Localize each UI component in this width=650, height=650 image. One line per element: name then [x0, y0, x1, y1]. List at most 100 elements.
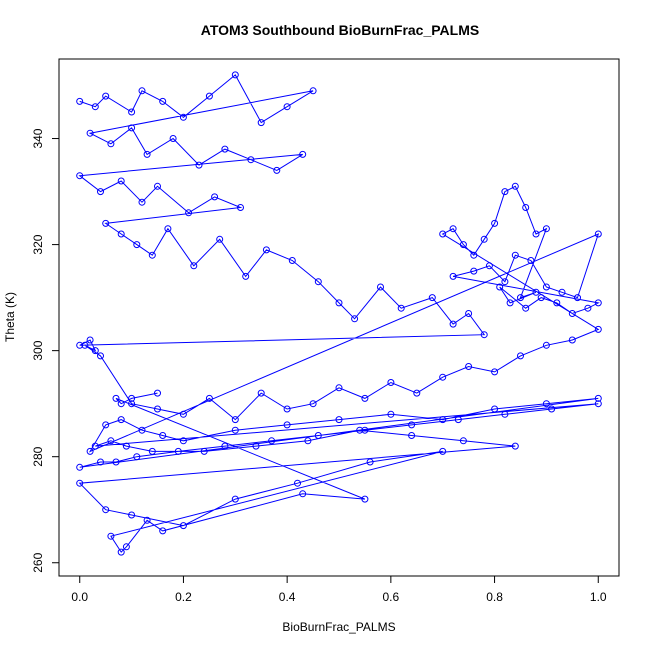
data-point — [470, 267, 478, 275]
data-point — [143, 150, 151, 158]
data-point — [314, 432, 322, 439]
data-point — [97, 458, 104, 466]
y-tick-label: 300 — [31, 340, 45, 360]
data-point — [81, 341, 89, 349]
data-point — [86, 447, 94, 455]
data-point — [148, 447, 156, 455]
data-point — [542, 341, 550, 349]
data-point — [397, 304, 405, 312]
data-point — [211, 193, 219, 201]
data-point — [76, 463, 84, 471]
data-point — [542, 283, 550, 291]
data-point — [128, 394, 136, 402]
data-point — [594, 299, 602, 307]
data-point — [221, 442, 229, 450]
data-point — [335, 384, 343, 392]
data-point — [164, 225, 172, 233]
data-point — [459, 241, 467, 249]
data-point — [174, 447, 182, 455]
series-line-0 — [78, 74, 600, 553]
data-point — [594, 230, 602, 238]
data-point — [128, 400, 136, 408]
data-point — [470, 251, 478, 259]
data-point — [200, 447, 208, 455]
data-point — [408, 421, 416, 429]
data-point — [133, 241, 141, 249]
data-point — [247, 156, 255, 164]
data-point — [491, 405, 499, 413]
data-point — [268, 437, 276, 445]
data-point — [304, 437, 312, 445]
x-tick-label: 0.8 — [486, 590, 503, 604]
data-point — [107, 532, 115, 540]
data-point — [216, 235, 224, 243]
data-point — [449, 272, 457, 280]
data-point — [413, 389, 421, 397]
data-point — [335, 416, 343, 424]
data-point — [527, 257, 535, 264]
x-tick-label: 0.6 — [383, 590, 400, 604]
data-point — [356, 426, 364, 434]
y-tick-label: 320 — [31, 234, 45, 254]
data-point — [117, 416, 125, 424]
data-point — [179, 113, 187, 121]
x-tick-label: 0.0 — [71, 590, 88, 604]
data-point — [237, 204, 244, 211]
data-point — [594, 400, 602, 408]
data-point — [501, 278, 509, 286]
data-point — [351, 315, 359, 323]
data-point — [314, 278, 322, 286]
data-point — [574, 294, 581, 302]
data-point — [553, 299, 561, 307]
data-point — [377, 283, 384, 291]
data-point — [159, 527, 167, 535]
data-point — [465, 363, 473, 370]
x-tick-label: 1.0 — [590, 590, 607, 604]
data-point — [288, 257, 296, 264]
data-point — [542, 400, 550, 408]
data-point — [496, 283, 504, 291]
data-point — [491, 219, 499, 227]
data-point — [252, 442, 260, 450]
data-point — [138, 426, 146, 434]
data-point — [242, 272, 250, 280]
data-point — [594, 394, 602, 402]
y-axis-label: Theta (K) — [3, 292, 17, 342]
data-point — [138, 87, 146, 95]
data-point — [335, 299, 343, 307]
data-point — [205, 394, 213, 402]
data-point — [179, 437, 187, 445]
data-point — [76, 479, 84, 487]
x-axis-label: BioBurnFrac_PALMS — [282, 620, 395, 634]
data-point — [148, 251, 156, 259]
data-point — [102, 421, 110, 429]
data-point — [459, 437, 467, 445]
data-point — [102, 219, 110, 227]
data-point — [231, 71, 239, 79]
data-point — [179, 522, 187, 530]
data-point — [594, 325, 602, 333]
data-point — [107, 140, 115, 148]
data-point — [117, 230, 125, 238]
data-point — [102, 506, 110, 514]
y-tick-label: 260 — [31, 552, 45, 572]
data-point — [428, 294, 436, 302]
data-point — [387, 410, 395, 418]
data-point — [568, 336, 576, 344]
y-axis: 260 280 300 320 340 — [31, 128, 60, 573]
data-point — [159, 97, 167, 105]
data-point — [542, 225, 550, 233]
data-point — [221, 145, 229, 153]
data-point — [309, 400, 317, 408]
data-point — [283, 103, 291, 111]
data-point — [465, 310, 473, 317]
data-point — [517, 294, 524, 302]
data-point — [283, 421, 291, 429]
data-point — [86, 129, 94, 137]
data-point — [449, 225, 457, 233]
data-point — [361, 394, 369, 402]
data-point — [97, 352, 104, 360]
data-point — [449, 320, 457, 328]
data-point — [117, 177, 125, 185]
data-point — [283, 405, 291, 413]
